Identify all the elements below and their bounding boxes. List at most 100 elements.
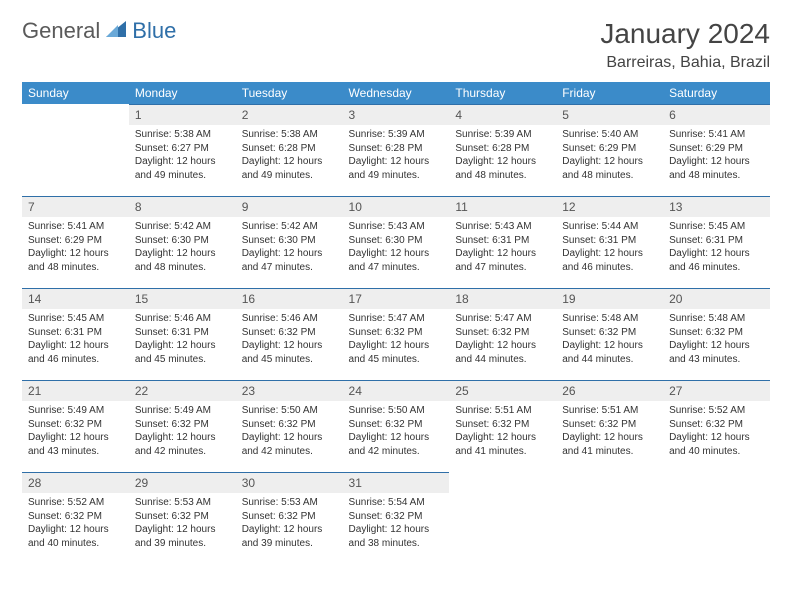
day-daylight: Daylight: 12 hours and 45 minutes.	[242, 339, 337, 366]
day-sunset: Sunset: 6:32 PM	[349, 326, 444, 340]
logo-sail-icon	[104, 19, 128, 44]
day-sunset: Sunset: 6:28 PM	[349, 142, 444, 156]
calendar-day: 28Sunrise: 5:52 AMSunset: 6:32 PMDayligh…	[22, 472, 129, 564]
day-sunrise: Sunrise: 5:46 AM	[242, 312, 337, 326]
day-daylight: Daylight: 12 hours and 47 minutes.	[349, 247, 444, 274]
calendar-day: 24Sunrise: 5:50 AMSunset: 6:32 PMDayligh…	[343, 380, 450, 472]
location: Barreiras, Bahia, Brazil	[600, 54, 770, 72]
day-number: 25	[449, 380, 556, 401]
day-number: 11	[449, 196, 556, 217]
day-sunrise: Sunrise: 5:48 AM	[562, 312, 657, 326]
day-sunrise: Sunrise: 5:54 AM	[349, 496, 444, 510]
day-sunset: Sunset: 6:32 PM	[562, 418, 657, 432]
title-block: January 2024 Barreiras, Bahia, Brazil	[600, 18, 770, 72]
logo: General Blue	[22, 18, 176, 44]
calendar-day: 27Sunrise: 5:52 AMSunset: 6:32 PMDayligh…	[663, 380, 770, 472]
day-sunrise: Sunrise: 5:53 AM	[135, 496, 230, 510]
day-number: 23	[236, 380, 343, 401]
day-daylight: Daylight: 12 hours and 48 minutes.	[28, 247, 123, 274]
day-sunrise: Sunrise: 5:47 AM	[455, 312, 550, 326]
day-daylight: Daylight: 12 hours and 49 minutes.	[135, 155, 230, 182]
calendar-day: 22Sunrise: 5:49 AMSunset: 6:32 PMDayligh…	[129, 380, 236, 472]
day-sunrise: Sunrise: 5:38 AM	[135, 128, 230, 142]
day-daylight: Daylight: 12 hours and 46 minutes.	[28, 339, 123, 366]
day-daylight: Daylight: 12 hours and 48 minutes.	[455, 155, 550, 182]
day-number: 27	[663, 380, 770, 401]
day-sunset: Sunset: 6:31 PM	[455, 234, 550, 248]
day-details: Sunrise: 5:40 AMSunset: 6:29 PMDaylight:…	[556, 125, 663, 188]
day-sunset: Sunset: 6:31 PM	[135, 326, 230, 340]
calendar-day: 19Sunrise: 5:48 AMSunset: 6:32 PMDayligh…	[556, 288, 663, 380]
day-daylight: Daylight: 12 hours and 48 minutes.	[562, 155, 657, 182]
day-sunrise: Sunrise: 5:52 AM	[669, 404, 764, 418]
day-sunset: Sunset: 6:29 PM	[669, 142, 764, 156]
day-sunset: Sunset: 6:32 PM	[28, 418, 123, 432]
day-sunset: Sunset: 6:32 PM	[455, 326, 550, 340]
day-sunset: Sunset: 6:32 PM	[242, 326, 337, 340]
day-number: 20	[663, 288, 770, 309]
calendar-day: 13Sunrise: 5:45 AMSunset: 6:31 PMDayligh…	[663, 196, 770, 288]
day-number: 19	[556, 288, 663, 309]
day-details: Sunrise: 5:49 AMSunset: 6:32 PMDaylight:…	[22, 401, 129, 464]
day-details: Sunrise: 5:42 AMSunset: 6:30 PMDaylight:…	[236, 217, 343, 280]
day-number: 12	[556, 196, 663, 217]
day-sunrise: Sunrise: 5:51 AM	[455, 404, 550, 418]
day-details: Sunrise: 5:54 AMSunset: 6:32 PMDaylight:…	[343, 493, 450, 556]
day-daylight: Daylight: 12 hours and 46 minutes.	[562, 247, 657, 274]
day-details: Sunrise: 5:47 AMSunset: 6:32 PMDaylight:…	[343, 309, 450, 372]
calendar-body: 1Sunrise: 5:38 AMSunset: 6:27 PMDaylight…	[22, 104, 770, 564]
day-details: Sunrise: 5:52 AMSunset: 6:32 PMDaylight:…	[663, 401, 770, 464]
day-sunset: Sunset: 6:29 PM	[562, 142, 657, 156]
day-sunset: Sunset: 6:32 PM	[135, 418, 230, 432]
day-sunset: Sunset: 6:31 PM	[562, 234, 657, 248]
calendar-day: 14Sunrise: 5:45 AMSunset: 6:31 PMDayligh…	[22, 288, 129, 380]
day-details: Sunrise: 5:38 AMSunset: 6:27 PMDaylight:…	[129, 125, 236, 188]
day-number: 13	[663, 196, 770, 217]
day-number: 29	[129, 472, 236, 493]
day-number: 3	[343, 104, 450, 125]
day-details: Sunrise: 5:38 AMSunset: 6:28 PMDaylight:…	[236, 125, 343, 188]
day-details: Sunrise: 5:46 AMSunset: 6:32 PMDaylight:…	[236, 309, 343, 372]
day-sunrise: Sunrise: 5:44 AM	[562, 220, 657, 234]
day-sunrise: Sunrise: 5:45 AM	[669, 220, 764, 234]
day-daylight: Daylight: 12 hours and 40 minutes.	[28, 523, 123, 550]
day-sunrise: Sunrise: 5:46 AM	[135, 312, 230, 326]
day-sunset: Sunset: 6:27 PM	[135, 142, 230, 156]
day-sunset: Sunset: 6:32 PM	[28, 510, 123, 524]
day-sunset: Sunset: 6:32 PM	[669, 418, 764, 432]
day-number: 4	[449, 104, 556, 125]
day-sunset: Sunset: 6:30 PM	[242, 234, 337, 248]
day-number: 6	[663, 104, 770, 125]
weekday-header: Sunday	[22, 82, 129, 104]
calendar-day: 11Sunrise: 5:43 AMSunset: 6:31 PMDayligh…	[449, 196, 556, 288]
day-number: 17	[343, 288, 450, 309]
day-daylight: Daylight: 12 hours and 39 minutes.	[242, 523, 337, 550]
day-sunrise: Sunrise: 5:38 AM	[242, 128, 337, 142]
day-number: 16	[236, 288, 343, 309]
day-sunset: Sunset: 6:32 PM	[349, 418, 444, 432]
day-daylight: Daylight: 12 hours and 46 minutes.	[669, 247, 764, 274]
logo-text-general: General	[22, 18, 100, 44]
day-daylight: Daylight: 12 hours and 48 minutes.	[135, 247, 230, 274]
day-details: Sunrise: 5:47 AMSunset: 6:32 PMDaylight:…	[449, 309, 556, 372]
day-sunset: Sunset: 6:32 PM	[242, 418, 337, 432]
day-sunrise: Sunrise: 5:41 AM	[28, 220, 123, 234]
calendar-table: SundayMondayTuesdayWednesdayThursdayFrid…	[22, 82, 770, 564]
day-daylight: Daylight: 12 hours and 48 minutes.	[669, 155, 764, 182]
day-sunset: Sunset: 6:32 PM	[562, 326, 657, 340]
day-sunrise: Sunrise: 5:49 AM	[28, 404, 123, 418]
day-number: 7	[22, 196, 129, 217]
day-number: 15	[129, 288, 236, 309]
day-sunrise: Sunrise: 5:47 AM	[349, 312, 444, 326]
day-daylight: Daylight: 12 hours and 38 minutes.	[349, 523, 444, 550]
day-daylight: Daylight: 12 hours and 47 minutes.	[242, 247, 337, 274]
calendar-day	[663, 472, 770, 564]
calendar-week: 21Sunrise: 5:49 AMSunset: 6:32 PMDayligh…	[22, 380, 770, 472]
day-sunrise: Sunrise: 5:50 AM	[242, 404, 337, 418]
day-sunrise: Sunrise: 5:39 AM	[455, 128, 550, 142]
day-details: Sunrise: 5:50 AMSunset: 6:32 PMDaylight:…	[236, 401, 343, 464]
weekday-header: Tuesday	[236, 82, 343, 104]
day-daylight: Daylight: 12 hours and 42 minutes.	[135, 431, 230, 458]
calendar-day	[22, 104, 129, 196]
day-number: 21	[22, 380, 129, 401]
